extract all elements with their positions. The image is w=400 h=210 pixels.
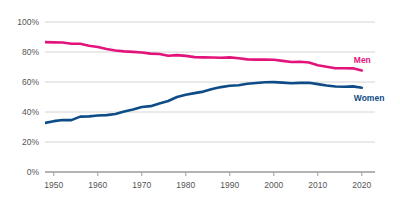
- series-line: [45, 82, 362, 123]
- grid-line: [45, 22, 375, 23]
- x-tick: [273, 172, 274, 176]
- grid-line: [45, 112, 375, 113]
- y-tick-label: 40%: [22, 107, 39, 117]
- chart: 0% 20% 40% 60% 80% 100% 1950 1960 1970 1980 1990 20…: [0, 0, 400, 210]
- plot-area: [45, 42, 362, 123]
- axis-line: [45, 172, 375, 173]
- x-axis-line: [45, 172, 375, 173]
- x-tick: [97, 172, 98, 176]
- series-line: [45, 42, 362, 70]
- y-tick-label: 60%: [22, 77, 39, 87]
- y-tick-label: 0%: [27, 167, 40, 177]
- x-tick: [229, 172, 230, 176]
- x-tick: [361, 172, 362, 176]
- x-tick-label: 2000: [264, 180, 283, 190]
- x-tick-label: 1960: [88, 180, 107, 190]
- x-tick-label: 1980: [176, 180, 195, 190]
- x-tick: [185, 172, 186, 176]
- x-tick: [317, 172, 318, 176]
- series-label: Women: [354, 93, 385, 103]
- grid-line: [45, 82, 375, 83]
- x-tick: [141, 172, 142, 176]
- y-tick-label: 80%: [22, 47, 39, 57]
- x-tick-label: 1950: [44, 180, 63, 190]
- x-tick: [53, 172, 54, 176]
- grid-line: [45, 52, 375, 53]
- y-tick-label: 20%: [22, 137, 39, 147]
- x-tick-label: 1990: [220, 180, 239, 190]
- x-tick-label: 1970: [132, 180, 151, 190]
- y-tick-label: 100%: [17, 17, 39, 27]
- x-tick-label: 2010: [308, 180, 327, 190]
- x-tick-label: 2020: [352, 180, 371, 190]
- series-label: Men: [354, 55, 371, 65]
- grid-line: [45, 142, 375, 143]
